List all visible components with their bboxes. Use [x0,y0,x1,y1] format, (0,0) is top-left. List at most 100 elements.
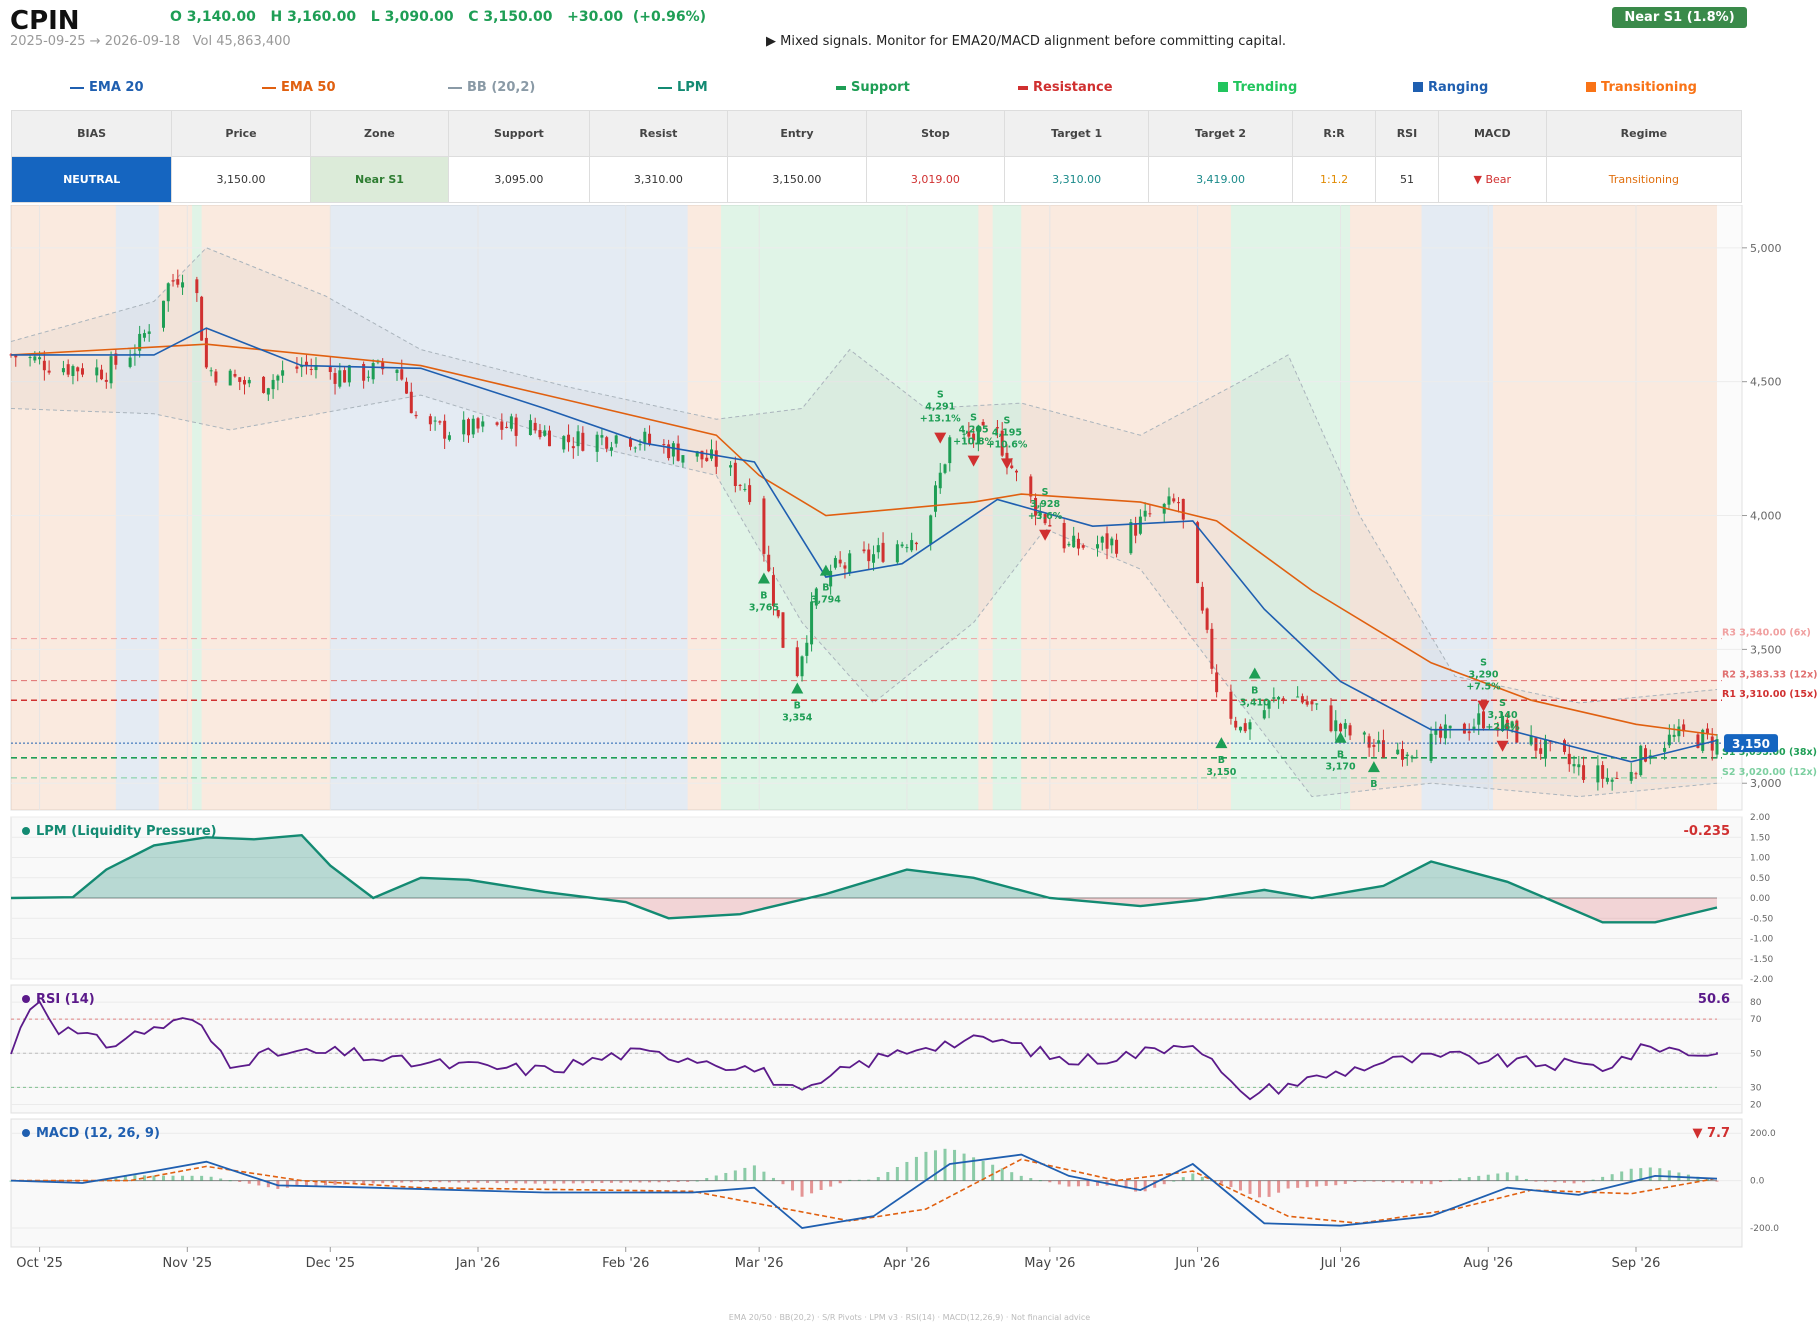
buy-signal-label: 3,765 [749,602,779,613]
candle-body [1300,696,1304,703]
candle-body [1000,430,1004,456]
candle-body [1115,539,1119,554]
macd-histogram-bar [1315,1180,1319,1187]
regime-band-transitioning [687,205,722,810]
macd-histogram-bar [1076,1180,1080,1187]
candle-body [114,353,118,365]
candle-body [343,370,347,383]
candle-body [576,431,580,447]
candle-body [66,364,70,375]
macd-histogram-bar [314,1180,318,1186]
legend-label: Ranging [1428,80,1489,95]
macd-histogram-bar [867,1179,871,1181]
macd-histogram-bar [1610,1174,1614,1181]
macd-histogram-bar [1553,1180,1557,1183]
macd-histogram-bar [810,1180,814,1194]
buy-signal-label: B [794,700,801,711]
macd-histogram-bar [571,1180,575,1184]
legend-swatch [1218,82,1228,92]
macd-histogram-bar [1096,1180,1100,1186]
sell-signal-label: 4,205 [959,425,989,436]
candle-body [814,588,818,606]
macd-histogram-bar [1563,1180,1567,1183]
candle-body [1315,703,1319,705]
rsi-tick-label: 80 [1750,998,1762,1008]
sell-signal-label: +10.6% [986,439,1027,450]
macd-histogram-bar [238,1180,242,1182]
candle-body [1029,476,1033,497]
macd-histogram-bar [991,1164,995,1181]
legend-item-lpm[interactable]: LPM [658,80,708,95]
rsi-title: RSI (14) [36,992,95,1007]
legend-item-bb-20-2[interactable]: BB (20,2) [448,80,535,95]
candle-body [1096,544,1100,549]
lpm-tick-label: -1.50 [1750,955,1774,965]
legend-item-ema-50[interactable]: EMA 50 [262,80,336,95]
candle-body [938,472,942,489]
sell-signal-label: +13.1% [920,414,961,425]
macd-histogram-bar [533,1180,537,1184]
legend-swatch [658,86,672,89]
ohlc-readout: O 3,140.00 H 3,160.00 L 3,090.00 C 3,150… [170,9,706,25]
sell-signal-label: 4,291 [925,402,955,413]
candle-body [976,425,980,445]
candle-body [800,656,804,677]
table-value-bias: NEUTRAL [10,156,173,203]
macd-histogram-bar [829,1180,833,1187]
regime-band-transitioning [201,205,331,810]
macd-histogram-bar [1572,1180,1576,1184]
candle-body [1381,740,1385,758]
macd-histogram-bar [1286,1180,1290,1189]
candle-body [1038,511,1042,516]
legend-item-ema-20[interactable]: EMA 20 [70,80,144,95]
candle-body [933,485,937,512]
candle-body [962,433,966,435]
legend-item-resistance[interactable]: Resistance [1018,80,1113,95]
macd-histogram-bar [724,1172,728,1181]
macd-histogram-bar [609,1180,613,1183]
macd-histogram-bar [266,1180,270,1188]
macd-histogram-bar [1296,1180,1300,1188]
candle-body [1667,734,1671,746]
table-header-bias: BIAS [10,110,173,157]
sell-signal-label: 4,195 [992,427,1022,438]
candle-body [981,421,985,426]
candle-body [905,547,909,549]
buy-signal-marker [819,564,832,576]
legend-item-trending[interactable]: Trending [1218,80,1297,95]
candle-body [900,544,904,547]
candle-body [1572,764,1576,767]
lpm-tick-label: 2.00 [1750,813,1770,823]
candle-body [1076,538,1080,549]
macd-histogram-bar [1467,1177,1471,1181]
legend-item-support[interactable]: Support [836,80,910,95]
macd-histogram-bar [981,1161,985,1181]
sell-signal-label: S [1042,487,1049,498]
macd-last-value: ▼ 7.7 [1692,1126,1730,1141]
candle-body [214,371,218,383]
macd-histogram-bar [219,1178,223,1181]
macd-histogram-bar [943,1148,947,1181]
macd-histogram-bar [228,1180,232,1182]
table-header-regime: Regime [1545,110,1743,157]
regime-band-transitioning [11,205,116,810]
candle-body [1429,733,1433,761]
chart-area: 3,000 3,500 4,000 4,500 5,000 R3 3,540.00 (6x… [9,205,1817,1271]
legend-item-ranging[interactable]: Ranging [1413,80,1488,95]
macd-histogram-bar [1496,1173,1500,1181]
candle-body [881,542,885,562]
macd-histogram-bar [762,1171,766,1181]
x-tick-label: Jun '26 [1174,1256,1220,1271]
sell-signal-label: +2.6% [1485,722,1520,733]
candle-body [1339,723,1343,732]
candle-body [676,443,680,461]
macd-histogram-bar [962,1153,966,1181]
candle-body [662,444,666,446]
candle-body [767,554,771,572]
legend-item-transitioning[interactable]: Transitioning [1586,80,1697,95]
macd-histogram-bar [1429,1180,1433,1185]
macd-histogram-bar [1667,1170,1671,1181]
candle-body [1110,538,1114,546]
buy-signal-label: B [1337,750,1344,761]
candle-body [400,369,404,380]
